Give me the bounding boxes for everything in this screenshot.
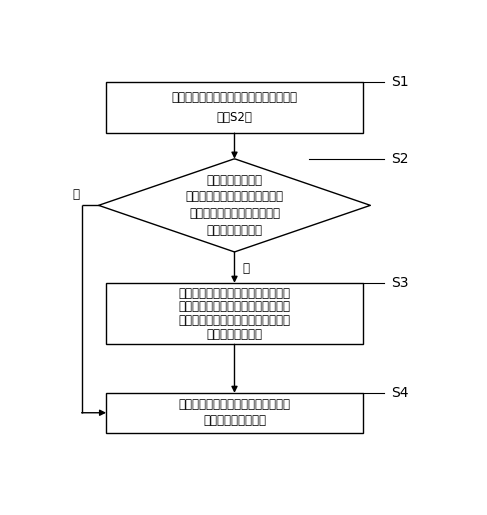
Text: 控制第一麦克风接收噪音信号及第二: 控制第一麦克风接收噪音信号及第二 [179, 398, 290, 411]
Text: 换为接收噪音信号: 换为接收噪音信号 [206, 328, 262, 340]
Bar [106, 393, 363, 433]
Text: 位置角度信息对移动终端是否: 位置角度信息对移动终端是否 [189, 207, 280, 220]
Text: 第二麦克风的功能由接收语音信号切: 第二麦克风的功能由接收语音信号切 [179, 314, 290, 327]
Text: 麦克风接收噪音信号: 麦克风接收噪音信号 [203, 414, 266, 427]
Text: S3: S3 [391, 276, 409, 290]
Text: 发生倒置进行判断: 发生倒置进行判断 [206, 224, 262, 237]
Text: 置角度信息，并根据获取的所述: 置角度信息，并根据获取的所述 [186, 191, 283, 203]
Bar [106, 81, 363, 133]
Text: 否: 否 [73, 188, 80, 201]
Text: 当检测到移动终端接收到新来电，则执行: 当检测到移动终端接收到新来电，则执行 [171, 91, 298, 104]
Text: S4: S4 [391, 386, 409, 400]
Text: S1: S1 [391, 75, 409, 89]
Text: 控制将移动终端第一麦克风的功能由: 控制将移动终端第一麦克风的功能由 [179, 287, 290, 300]
Bar [106, 283, 363, 345]
Text: 是: 是 [242, 262, 249, 275]
Text: 获取移动终端的位: 获取移动终端的位 [206, 174, 262, 187]
Text: 接收噪音信号切换成接收语音信号、: 接收噪音信号切换成接收语音信号、 [179, 300, 290, 313]
Text: 步骤S2；: 步骤S2； [217, 111, 252, 124]
Text: S2: S2 [391, 152, 409, 166]
